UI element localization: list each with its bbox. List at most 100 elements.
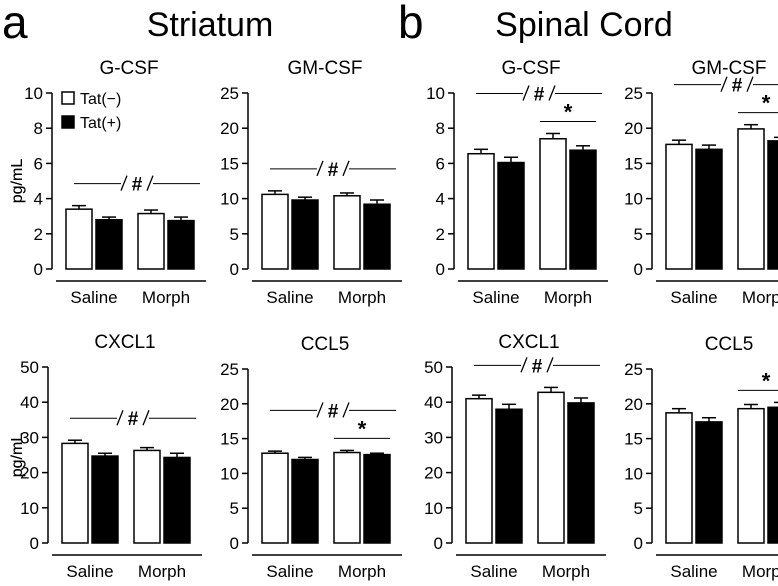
- y-tick-label: 5: [230, 225, 239, 244]
- significance-slash: [720, 76, 728, 92]
- y-axis-label: pg/mL: [9, 159, 26, 204]
- y-tick-label: 4: [34, 190, 43, 209]
- bar: [261, 193, 289, 270]
- y-tick-label: 5: [230, 499, 239, 518]
- y-tick-label: 0: [634, 260, 643, 279]
- bar: [65, 208, 93, 270]
- significance-slash: [546, 357, 554, 373]
- panel-letter-a: a: [2, 0, 28, 48]
- x-tick-label: Morph: [742, 562, 778, 581]
- x-tick-label: Saline: [472, 288, 519, 307]
- y-tick-label: 10: [624, 464, 643, 483]
- bar: [133, 449, 161, 544]
- x-tick-label: Saline: [670, 562, 717, 581]
- y-axis-label: pg/mL: [9, 159, 26, 204]
- significance-slash: [120, 175, 128, 191]
- y-tick-label: 0: [34, 260, 43, 279]
- x-tick-label: Saline: [266, 288, 313, 307]
- bar: [695, 148, 723, 270]
- y-axis-label: pg/mL: [9, 433, 26, 478]
- chart-a-gm-csf: GM-CSF 0 5 10 15 20 25 Saline Morph #: [220, 58, 402, 307]
- chart-b-g-csf: G-CSF 0 2 4 6 8 10 pg/mL Saline Morph # *: [9, 58, 608, 307]
- x-tick-label: Morph: [338, 562, 386, 581]
- significance-star: *: [564, 99, 573, 124]
- x-tick-label: Morph: [542, 562, 590, 581]
- significance-slash: [142, 409, 150, 426]
- bar: [537, 391, 565, 544]
- significance-slash: [342, 402, 350, 418]
- bar: [569, 149, 597, 270]
- bar: [137, 212, 165, 270]
- y-tick-label: 0: [30, 534, 39, 553]
- significance-hash: #: [534, 84, 545, 105]
- y-tick-label: 0: [230, 534, 239, 553]
- bar: [495, 408, 523, 544]
- significance-slash: [522, 85, 530, 101]
- chart-a-g-csf: G-CSF 0 2 4 6 8 10 pg/mL Saline Morph #: [9, 58, 206, 307]
- y-tick-label: 15: [220, 430, 239, 449]
- y-tick-label: 20: [20, 464, 39, 483]
- x-tick-label: Saline: [70, 288, 117, 307]
- y-tick-label: 25: [624, 84, 643, 103]
- x-tick-label: Saline: [470, 562, 517, 581]
- y-tick-label: 40: [424, 393, 443, 412]
- y-axis-label: pg/mL: [9, 433, 26, 478]
- y-tick-label: 15: [624, 154, 643, 173]
- y-tick-label: 10: [220, 464, 239, 483]
- bar: [261, 452, 289, 544]
- y-tick-label: 10: [20, 499, 39, 518]
- y-tick-label: 40: [20, 393, 39, 412]
- bar: [363, 203, 391, 270]
- x-tick-label: Saline: [266, 562, 313, 581]
- chart-title: CCL5: [705, 334, 754, 355]
- y-tick-label: 5: [634, 225, 643, 244]
- bar: [333, 451, 361, 544]
- y-tick-label: 20: [424, 464, 443, 483]
- y-tick-label: 10: [624, 190, 643, 209]
- y-tick-label: 15: [220, 154, 239, 173]
- y-tick-label: 50: [424, 358, 443, 377]
- y-tick-label: 0: [634, 534, 643, 553]
- bar: [333, 195, 361, 270]
- bar: [539, 138, 567, 270]
- x-tick-label: Morph: [742, 288, 778, 307]
- significance-hash: #: [532, 356, 543, 377]
- y-tick-label: 30: [20, 428, 39, 447]
- bar: [91, 455, 119, 544]
- bar: [95, 218, 123, 270]
- y-tick-label: 20: [624, 395, 643, 414]
- legend-swatch: [61, 91, 75, 105]
- chart-a-ccl5: CCL5 0 5 10 15 20 25 Saline Morph # *: [220, 334, 402, 581]
- y-tick-label: 0: [436, 260, 445, 279]
- chart-title: GM-CSF: [288, 58, 363, 79]
- y-tick-label: 10: [424, 499, 443, 518]
- y-tick-label: 20: [220, 395, 239, 414]
- bar: [737, 128, 765, 270]
- y-tick-label: 6: [436, 154, 445, 173]
- y-tick-label: 25: [220, 360, 239, 379]
- significance-hash: #: [132, 175, 143, 196]
- y-tick-label: 20: [220, 119, 239, 138]
- legend-label: Tat(+): [80, 115, 121, 132]
- panel-title-spinal-cord: Spinal Cord: [495, 6, 673, 44]
- y-tick-label: 25: [624, 360, 643, 379]
- significance-slash: [520, 357, 528, 373]
- x-tick-label: Morph: [142, 288, 190, 307]
- y-tick-label: 8: [34, 119, 43, 138]
- significance-slash: [116, 409, 124, 426]
- y-tick-label: 0: [230, 260, 239, 279]
- significance-slash: [316, 160, 324, 177]
- bar: [567, 402, 595, 544]
- significance-slash: [746, 76, 754, 92]
- y-tick-label: 25: [220, 84, 239, 103]
- bar: [167, 219, 195, 270]
- bar: [737, 407, 765, 544]
- y-tick-label: 4: [436, 190, 445, 209]
- bar: [665, 412, 693, 544]
- bar: [695, 421, 723, 544]
- x-tick-label: Saline: [66, 562, 113, 581]
- bar: [291, 199, 319, 270]
